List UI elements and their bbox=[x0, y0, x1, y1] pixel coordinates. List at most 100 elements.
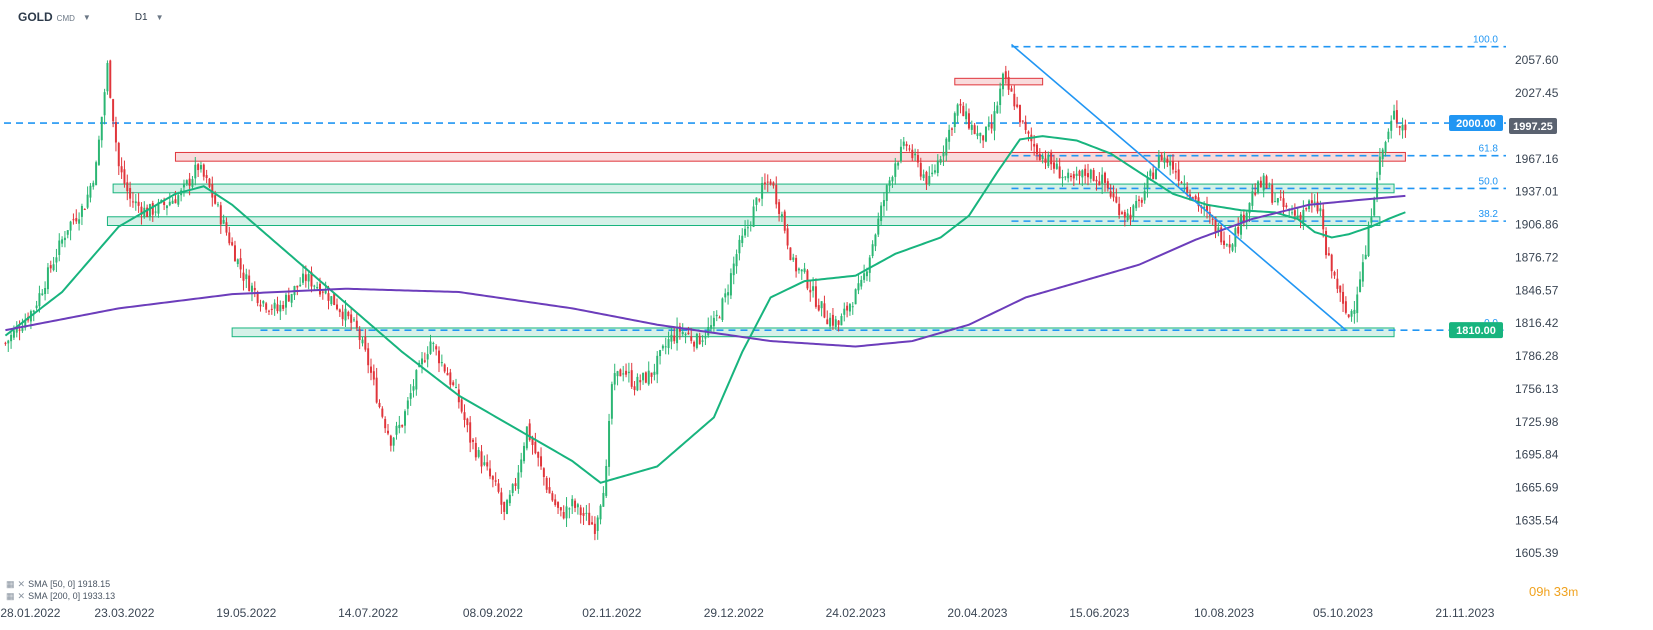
candle-body bbox=[520, 459, 523, 473]
candle-body bbox=[273, 302, 276, 309]
resistance-zone bbox=[954, 77, 1044, 86]
candle-body bbox=[1123, 212, 1126, 218]
timeframe-label[interactable]: D1 bbox=[134, 11, 148, 23]
close-icon[interactable]: ✕ bbox=[17, 591, 26, 601]
candle-body bbox=[523, 445, 526, 462]
candle-body bbox=[191, 179, 194, 187]
candle-body bbox=[786, 228, 789, 246]
candle-body bbox=[1401, 124, 1404, 131]
candle-body bbox=[874, 234, 877, 247]
candle-body bbox=[361, 339, 364, 344]
candle-body bbox=[353, 319, 355, 321]
fib-trend-line[interactable] bbox=[1010, 43, 1347, 331]
candle-body bbox=[608, 420, 611, 467]
candle-body bbox=[911, 149, 914, 159]
candle-body bbox=[860, 279, 863, 287]
candle-body bbox=[831, 314, 834, 326]
candle-body bbox=[868, 257, 871, 273]
chevron-down-icon[interactable]: ▼ bbox=[155, 12, 164, 22]
candle-body bbox=[687, 332, 690, 335]
candle-body bbox=[559, 507, 562, 511]
candle-body bbox=[710, 325, 713, 329]
candle-body bbox=[1018, 105, 1021, 123]
candle-body bbox=[809, 289, 812, 293]
candle-body bbox=[117, 142, 120, 167]
candle-body bbox=[1347, 314, 1350, 317]
candle-body bbox=[1223, 240, 1226, 246]
candle-body bbox=[1373, 198, 1376, 216]
candle-body bbox=[1339, 285, 1342, 293]
candle-body bbox=[772, 182, 775, 186]
candle-body bbox=[279, 304, 282, 312]
settings-icon[interactable]: ▦ bbox=[6, 591, 15, 601]
countdown-minutes: 33 bbox=[1553, 584, 1569, 599]
x-tick-label: 10.08.2023 bbox=[1194, 606, 1254, 620]
candle-body bbox=[1376, 177, 1379, 199]
candle-body bbox=[455, 386, 458, 388]
candle-body bbox=[976, 133, 979, 136]
y-tick-label: 1937.01 bbox=[1515, 185, 1559, 199]
candle-body bbox=[1211, 218, 1214, 220]
candle-body bbox=[511, 484, 514, 494]
candle-body bbox=[1069, 175, 1072, 178]
candle-body bbox=[690, 336, 693, 341]
candle-body bbox=[392, 437, 395, 446]
candle-body bbox=[1084, 168, 1087, 176]
candle-body bbox=[316, 286, 319, 289]
candle-body bbox=[21, 328, 24, 332]
candle-body bbox=[63, 237, 66, 241]
candle-body bbox=[1274, 201, 1277, 203]
candle-body bbox=[52, 264, 55, 271]
x-axis: 28.01.2022 23.03.2022 19.05.2022 14.07.2022… bbox=[0, 606, 1494, 620]
indicator-legend: ▦ ✕ SMA [50, 0] 1918.15 ▦ ✕ SMA [200, 0]… bbox=[6, 578, 115, 602]
candle-body bbox=[7, 340, 10, 344]
candle-body bbox=[389, 435, 392, 446]
candle-body bbox=[1378, 156, 1381, 175]
candle-body bbox=[1152, 172, 1155, 180]
candle-body bbox=[613, 373, 616, 385]
candle-body bbox=[1143, 191, 1146, 201]
resistance-zone bbox=[174, 151, 1406, 162]
candle-body bbox=[545, 477, 548, 490]
settings-icon[interactable]: ▦ bbox=[6, 579, 15, 589]
candle-body bbox=[1149, 170, 1152, 177]
y-axis: 2057.60 2027.45 1967.16 1937.01 1906.86 1876.… bbox=[1515, 53, 1559, 560]
candle-body bbox=[185, 180, 188, 185]
candle-body bbox=[1220, 227, 1223, 243]
candle-body bbox=[75, 218, 78, 222]
candle-body bbox=[1098, 181, 1101, 186]
candle-body bbox=[46, 267, 49, 290]
candle-body bbox=[1183, 183, 1186, 186]
candle-body bbox=[1038, 154, 1041, 161]
candle-body bbox=[290, 293, 293, 303]
candle-body bbox=[650, 372, 653, 377]
candle-body bbox=[806, 270, 809, 289]
candle-body bbox=[1129, 214, 1132, 220]
candle-body bbox=[1330, 254, 1333, 272]
candle-body bbox=[673, 335, 676, 342]
last-price-tag bbox=[1509, 118, 1557, 135]
candle-body bbox=[1293, 210, 1296, 216]
candle-body bbox=[814, 286, 817, 307]
candle-body bbox=[324, 289, 327, 294]
market-label: CMD bbox=[56, 13, 75, 23]
candle-body bbox=[92, 182, 95, 187]
candle-body bbox=[1021, 120, 1024, 122]
y-tick-label: 1846.57 bbox=[1515, 283, 1559, 297]
candle-body bbox=[537, 452, 540, 458]
candle-body bbox=[350, 314, 353, 323]
candle-body bbox=[761, 182, 764, 199]
chevron-down-icon[interactable]: ▼ bbox=[82, 12, 91, 22]
candle-body bbox=[233, 245, 236, 262]
symbol-label[interactable]: GOLD bbox=[18, 10, 53, 24]
candle-body bbox=[432, 342, 435, 344]
candle-body bbox=[148, 204, 151, 217]
candle-body bbox=[1163, 157, 1166, 163]
candle-body bbox=[282, 304, 285, 309]
candle-body bbox=[1140, 199, 1143, 203]
candle-body bbox=[355, 320, 358, 328]
close-icon[interactable]: ✕ bbox=[17, 579, 26, 589]
candle-body bbox=[137, 201, 140, 206]
candle-body bbox=[882, 200, 885, 207]
